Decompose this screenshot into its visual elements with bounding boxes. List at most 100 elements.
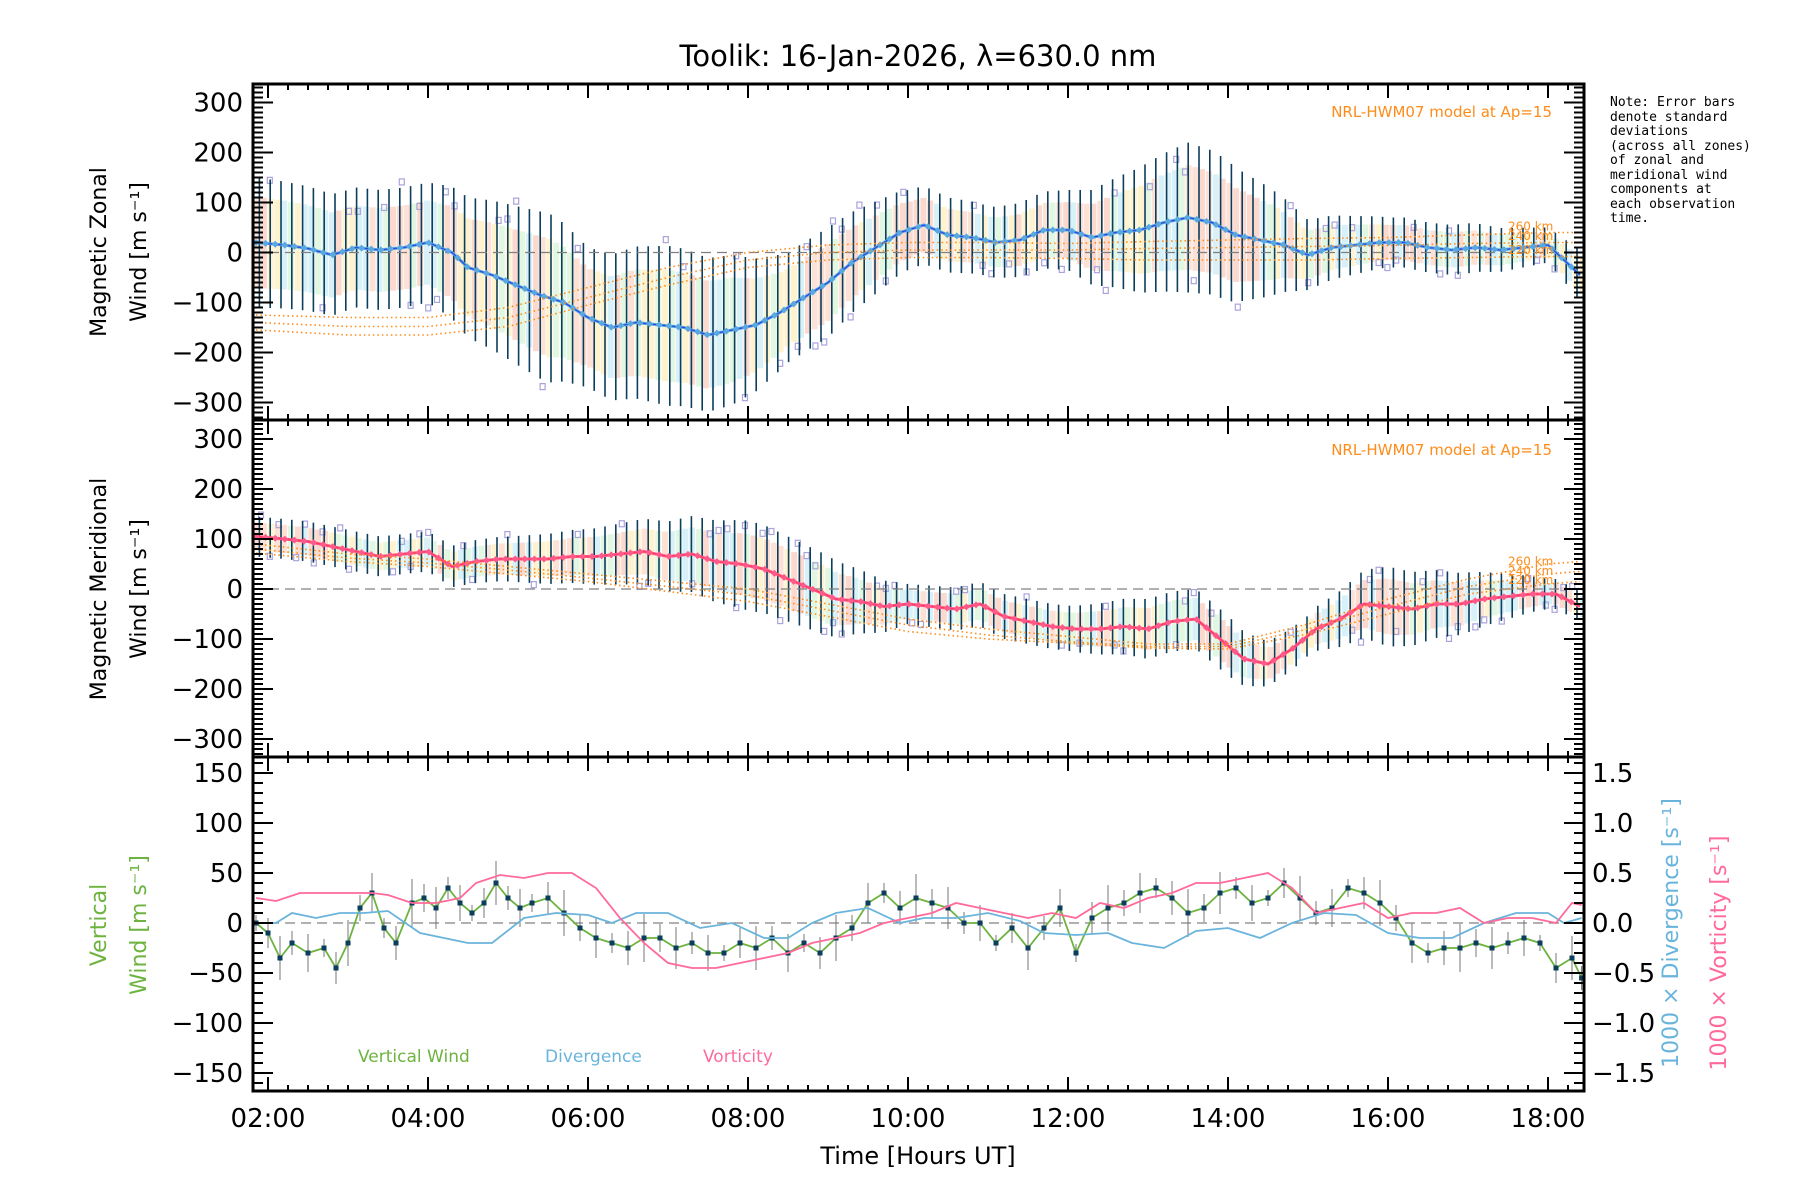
mean-marker [1270,657,1278,664]
mean-marker [1529,590,1537,598]
mean-marker [1154,622,1162,630]
mean-marker [972,601,980,609]
vertical-wind-point [1569,955,1575,961]
zone-point [970,201,977,209]
mean-marker [492,555,500,563]
mean-marker [588,553,596,560]
mean-marker [732,325,740,333]
vertical-wind-point [913,895,919,901]
mean-marker [502,555,510,563]
vertical-wind-point [625,945,631,951]
zone-point [1173,155,1180,164]
x-axis-label: Time [Hours UT] [819,1142,1015,1170]
mean-marker [1078,625,1086,633]
vertical-wind-point [641,935,647,941]
mean-marker [1529,243,1537,251]
mean-marker [310,539,318,547]
mean-marker [1423,243,1431,251]
mean-marker [1250,235,1258,243]
vertical-wind-point [721,950,727,956]
mean-marker [962,233,970,241]
mean-marker [1183,616,1191,624]
note-line: deviations [1610,124,1689,139]
mean-marker [540,292,548,300]
mean-marker [1308,628,1316,636]
vertical-wind-point [1457,945,1463,951]
mean-marker [876,602,884,610]
mean-marker [1058,624,1066,632]
zone-point [495,216,502,224]
mean-marker [617,322,625,330]
mean-marker [924,223,932,231]
mean-marker [1442,600,1450,608]
mean-marker [521,285,529,293]
vertical-wind-point [1249,900,1255,906]
zone-point [1208,609,1215,617]
mean-marker [415,548,423,556]
x-tick-label: 02:00 [231,1104,306,1134]
mean-marker [578,553,586,560]
mean-marker [1202,624,1210,632]
mean-marker [1567,598,1575,606]
mean-marker [348,547,356,555]
mean-marker [991,238,999,246]
mean-marker [300,244,308,252]
mean-marker [1212,221,1220,229]
hwm07-240-km-line [255,548,1581,648]
mean-marker [1020,234,1028,242]
zone-point [733,603,740,612]
vertical-wind-point [1361,890,1367,896]
vertical-wind-point [1025,945,1031,951]
mean-marker [626,549,634,557]
mean-marker [1116,623,1124,631]
y-tick-label: 100 [193,809,243,839]
vertical-wind-point [945,905,951,911]
mean-marker [790,577,798,585]
mean-marker [665,552,673,560]
mean-marker [607,323,615,331]
zone-point [1102,602,1109,610]
mean-marker [386,245,394,253]
mean-marker [914,601,922,609]
mean-marker [1481,244,1489,252]
mean-marker [1366,240,1374,248]
vertical-wind-point [517,905,523,911]
mean-marker [1567,263,1575,271]
mean-marker [1010,615,1018,623]
zone-point [1058,265,1065,274]
model-altitude-label: 220 km [1508,573,1553,587]
vertical-ylabel-2: Wind [m s⁻¹] [127,855,152,995]
mean-marker [1289,644,1297,652]
model-altitude-label: 260 km [1508,555,1553,569]
zone-point [662,236,669,244]
mean-marker [1222,640,1230,648]
mean-marker [991,608,999,616]
mean-marker [550,554,558,562]
zone-point [398,178,405,186]
note-line: denote standard [1610,109,1728,125]
mean-marker [828,275,836,283]
zone-point [829,217,837,225]
vertical-wind-point [1521,935,1527,941]
vertical-wind-point [1489,945,1495,951]
mean-marker [1500,246,1508,254]
y2-tick-label: 1.0 [1592,809,1633,839]
vertical-wind-point [1393,915,1399,921]
vertical-wind-point [381,925,387,931]
figure-title: Toolik: 16-Jan-2026, λ=630.0 nm [679,39,1157,73]
mean-marker [780,306,788,314]
mean-marker [1231,648,1239,656]
mean-marker [1154,220,1162,228]
x-tick-label: 06:00 [551,1104,626,1134]
hwm07-220-km-line [255,255,1580,336]
mean-marker [1308,250,1316,258]
y2-tick-label: 1.5 [1592,759,1633,789]
mean-marker [1289,245,1297,253]
mean-marker [799,581,807,589]
mean-marker [521,555,529,563]
vertical-wind-point [1169,895,1175,901]
vertical-wind-point [961,920,967,926]
vertical-wind-point [277,955,283,961]
vorticity-line [255,872,1582,969]
